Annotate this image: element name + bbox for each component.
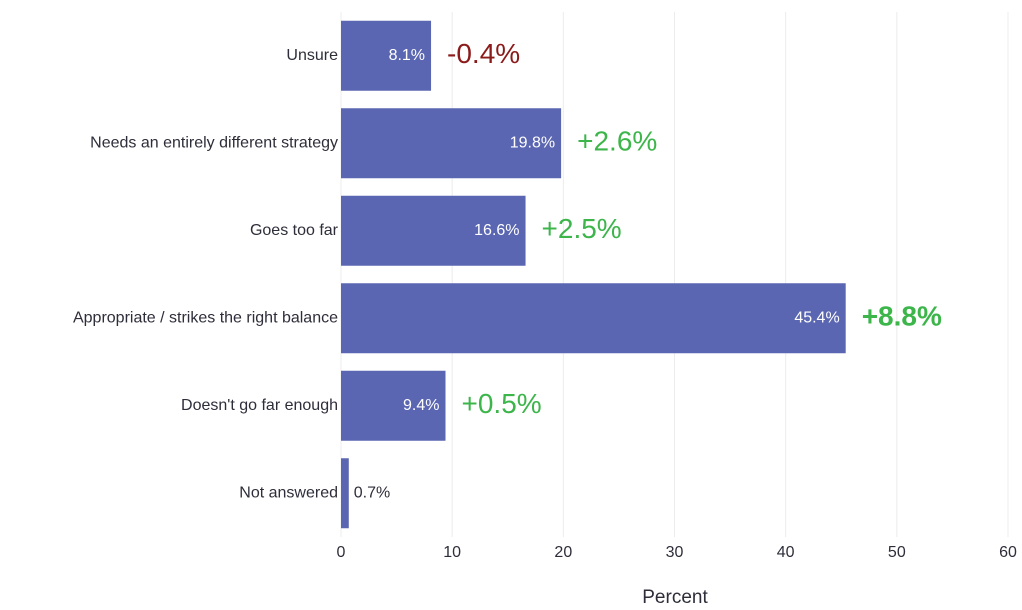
y-tick-label: Doesn't go far enough [181,397,338,414]
x-tick-label: 50 [888,544,906,561]
x-tick-label: 20 [554,544,572,561]
value-label: 16.6% [474,222,519,239]
x-tick-label: 0 [337,544,346,561]
bar [341,195,526,266]
bar [341,20,432,91]
change-annotation: +2.6% [577,126,657,157]
y-tick-label: Unsure [286,47,338,64]
bar [341,108,562,179]
change-annotation: +0.5% [461,388,541,419]
value-label: 19.8% [510,134,555,151]
x-axis-label: Percent [642,587,708,608]
y-tick-label: Needs an entirely different strategy [90,134,338,151]
value-label: 45.4% [794,309,839,326]
y-tick-label: Appropriate / strikes the right balance [73,309,338,326]
change-annotation: +8.8% [862,301,942,332]
x-tick-label: 60 [999,544,1017,561]
change-annotation: -0.4% [447,38,520,69]
y-tick-label: Not answered [239,484,338,501]
y-tick-label: Goes too far [250,222,339,239]
change-annotation: +2.5% [542,213,622,244]
value-label: 0.7% [354,484,390,501]
bar [341,458,349,529]
grid [340,12,1009,537]
value-label: 8.1% [389,47,425,64]
bar [341,283,846,354]
x-tick-label: 30 [666,544,684,561]
bar [341,370,446,441]
value-label: 9.4% [403,397,439,414]
x-tick-label: 10 [443,544,461,561]
x-tick-label: 40 [777,544,795,561]
